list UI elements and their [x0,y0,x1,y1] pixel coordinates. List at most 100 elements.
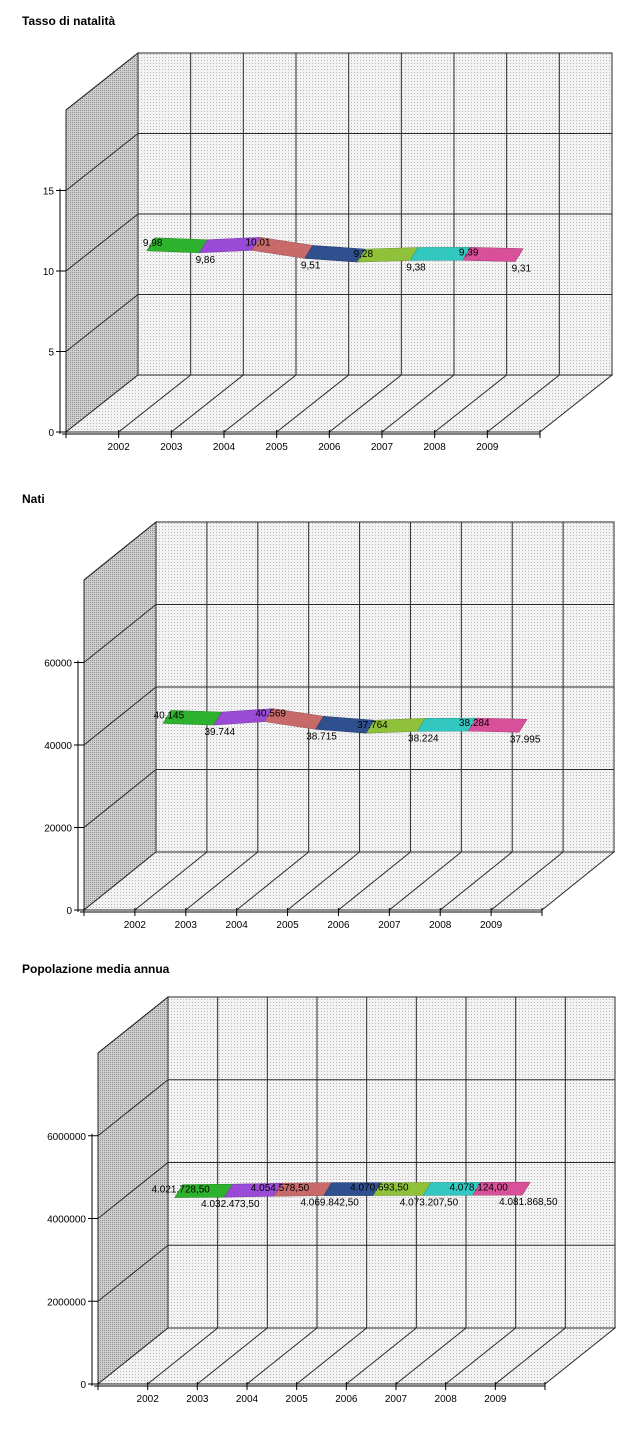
floor-line [197,1327,268,1385]
chart-nati: Nati 0 20000 40000 60000 2002 2003 2004 2005 200… [0,478,640,948]
data-label: 38.224 [408,733,439,744]
x-tick-label: 2007 [385,1394,408,1405]
x-tick-label: 2008 [435,1394,458,1405]
floor [64,374,614,433]
x-tick-label: 2003 [160,442,183,453]
grid-line [97,1244,169,1302]
y-tick-label: 0 [80,1380,86,1391]
x-tick-label: 2009 [484,1394,507,1405]
floor-line [395,1327,467,1385]
data-label: 37.995 [510,734,541,745]
data-label: 4.078.124,00 [449,1182,508,1193]
floor-line [338,851,411,911]
grid-line [65,213,139,272]
grid-line [65,52,139,111]
data-label: 38.284 [459,718,490,729]
floor-line [134,851,208,911]
x-tick-label: 2002 [137,1394,160,1405]
floor-line [487,374,560,433]
y-tick-label: 4000000 [47,1215,86,1226]
x-tick-label: 2009 [476,442,499,453]
floor-line [445,1327,516,1385]
floor-line [346,1327,417,1385]
y-tick-label: 15 [43,187,55,198]
x-tick-label: 2004 [226,920,249,931]
grid-line [97,1079,169,1137]
data-label: 9,86 [196,255,216,266]
grid-line [97,996,169,1054]
x-tick-label: 2007 [371,442,394,453]
data-label: 9,31 [512,264,532,275]
data-label: 9,28 [354,249,374,260]
x-tick-label: 2006 [335,1394,358,1405]
data-label: 4.069.842,50 [300,1198,359,1209]
y-tick-label: 40000 [44,741,72,752]
x-tick-label: 2007 [378,920,401,931]
floor-line [495,1327,566,1385]
x-tick-label: 2009 [480,920,503,931]
ribbon-segment [462,247,524,262]
floor-line [434,374,507,433]
floor-line [185,851,259,911]
y-tick-label: 6000000 [47,1132,86,1143]
x-tick-label: 2005 [276,920,299,931]
x-tick-label: 2003 [175,920,198,931]
grid-line [65,133,139,191]
data-label: 39.744 [204,727,235,738]
floor-line [439,851,513,911]
x-tick-label: 2002 [124,920,147,931]
chart-plot: 0 2000000 4000000 6000000 2002 2003 2004 2005 20… [47,995,617,1405]
grid-line [83,686,157,746]
chart-plot: 0 5 10 15 2002 2003 2004 2005 2006 2007 2008 2009 9,… [43,51,614,453]
floor-line [276,374,349,433]
floor-line [389,851,462,911]
floor-line [118,374,191,433]
x-tick-label: 2004 [236,1394,259,1405]
floor-line [147,1327,218,1385]
data-label: 37.764 [357,720,388,731]
x-tick-label: 2005 [286,1394,309,1405]
x-tick-label: 2006 [327,920,350,931]
data-label: 4.032.473,50 [201,1199,260,1210]
floor-line [329,374,402,433]
data-label: 4.070.693,50 [350,1183,409,1194]
grid-line [97,1162,169,1219]
floor-line [236,851,309,911]
data-label: 40.145 [154,710,185,721]
grid-line [83,521,157,581]
x-tick-label: 2006 [318,442,341,453]
floor-line [296,1327,367,1385]
floor-line [287,851,360,911]
x-tick-label: 2004 [213,442,236,453]
chart-title: Tasso di natalità [22,14,116,28]
data-label: 9,98 [143,238,163,249]
y-tick-label: 20000 [44,824,72,835]
x-tick-label: 2008 [429,920,452,931]
data-label: 40.569 [255,709,286,720]
y-tick-label: 10 [43,267,55,278]
floor-line [223,374,297,433]
data-label: 4.073.207,50 [400,1197,459,1208]
data-label: 4.021.728,50 [151,1185,210,1196]
chart-title: Popolazione media annua [22,962,170,976]
data-label: 4.054.578,50 [251,1183,310,1194]
chart-plot: 0 20000 40000 60000 2002 2003 2004 2005 2006 2007… [44,520,616,931]
ribbon-segment [467,717,528,733]
x-tick-label: 2002 [108,442,131,453]
data-label: 4.081.868,50 [499,1197,558,1208]
floor-line [171,374,244,433]
floor-line [246,1327,318,1385]
data-label: 9,51 [301,260,321,271]
y-tick-label: 2000000 [47,1297,86,1308]
grid-line [83,769,157,828]
chart-tasso-natalita: Tasso di natalità 0 5 10 15 2002 2003 2004 2005… [0,0,640,470]
y-tick-label: 5 [48,348,54,359]
floor-line [381,374,455,433]
x-tick-label: 2005 [266,442,289,453]
grid-line [65,294,139,352]
floor-line [490,851,564,911]
x-tick-label: 2003 [186,1394,209,1405]
y-tick-label: 0 [48,428,54,439]
chart-title: Nati [22,492,45,506]
data-label: 9,39 [459,247,479,258]
